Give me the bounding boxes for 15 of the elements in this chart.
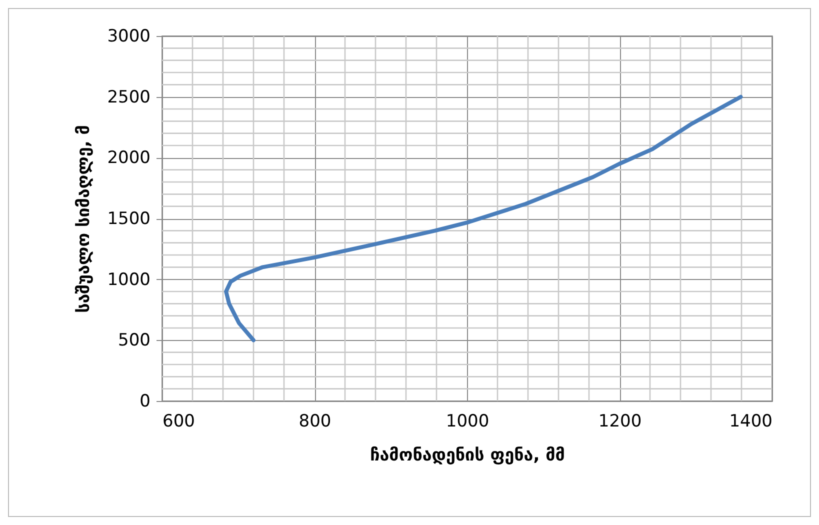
x-tick-label: 1200 xyxy=(598,412,642,432)
y-tick-label: 2500 xyxy=(107,87,150,108)
x-tick-label: 1400 xyxy=(729,412,772,432)
line-series xyxy=(224,94,743,342)
y-axis-title: საშუალო სიმაღლე, მ xyxy=(74,125,94,313)
y-tick-label: 0 xyxy=(140,392,150,412)
y-tick-label: 1000 xyxy=(107,270,150,290)
x-axis-title: ჩამონადენის ფენა, მმ xyxy=(370,446,565,466)
y-tick-label: 2000 xyxy=(107,148,150,168)
x-tick-label: 1000 xyxy=(446,412,490,432)
y-tick-label: 500 xyxy=(118,330,150,351)
x-tick-label: 600 xyxy=(162,412,195,432)
y-tick-label: 1500 xyxy=(107,209,150,229)
x-tick-label: 800 xyxy=(298,412,332,432)
y-tick-label: 3000 xyxy=(107,26,150,46)
